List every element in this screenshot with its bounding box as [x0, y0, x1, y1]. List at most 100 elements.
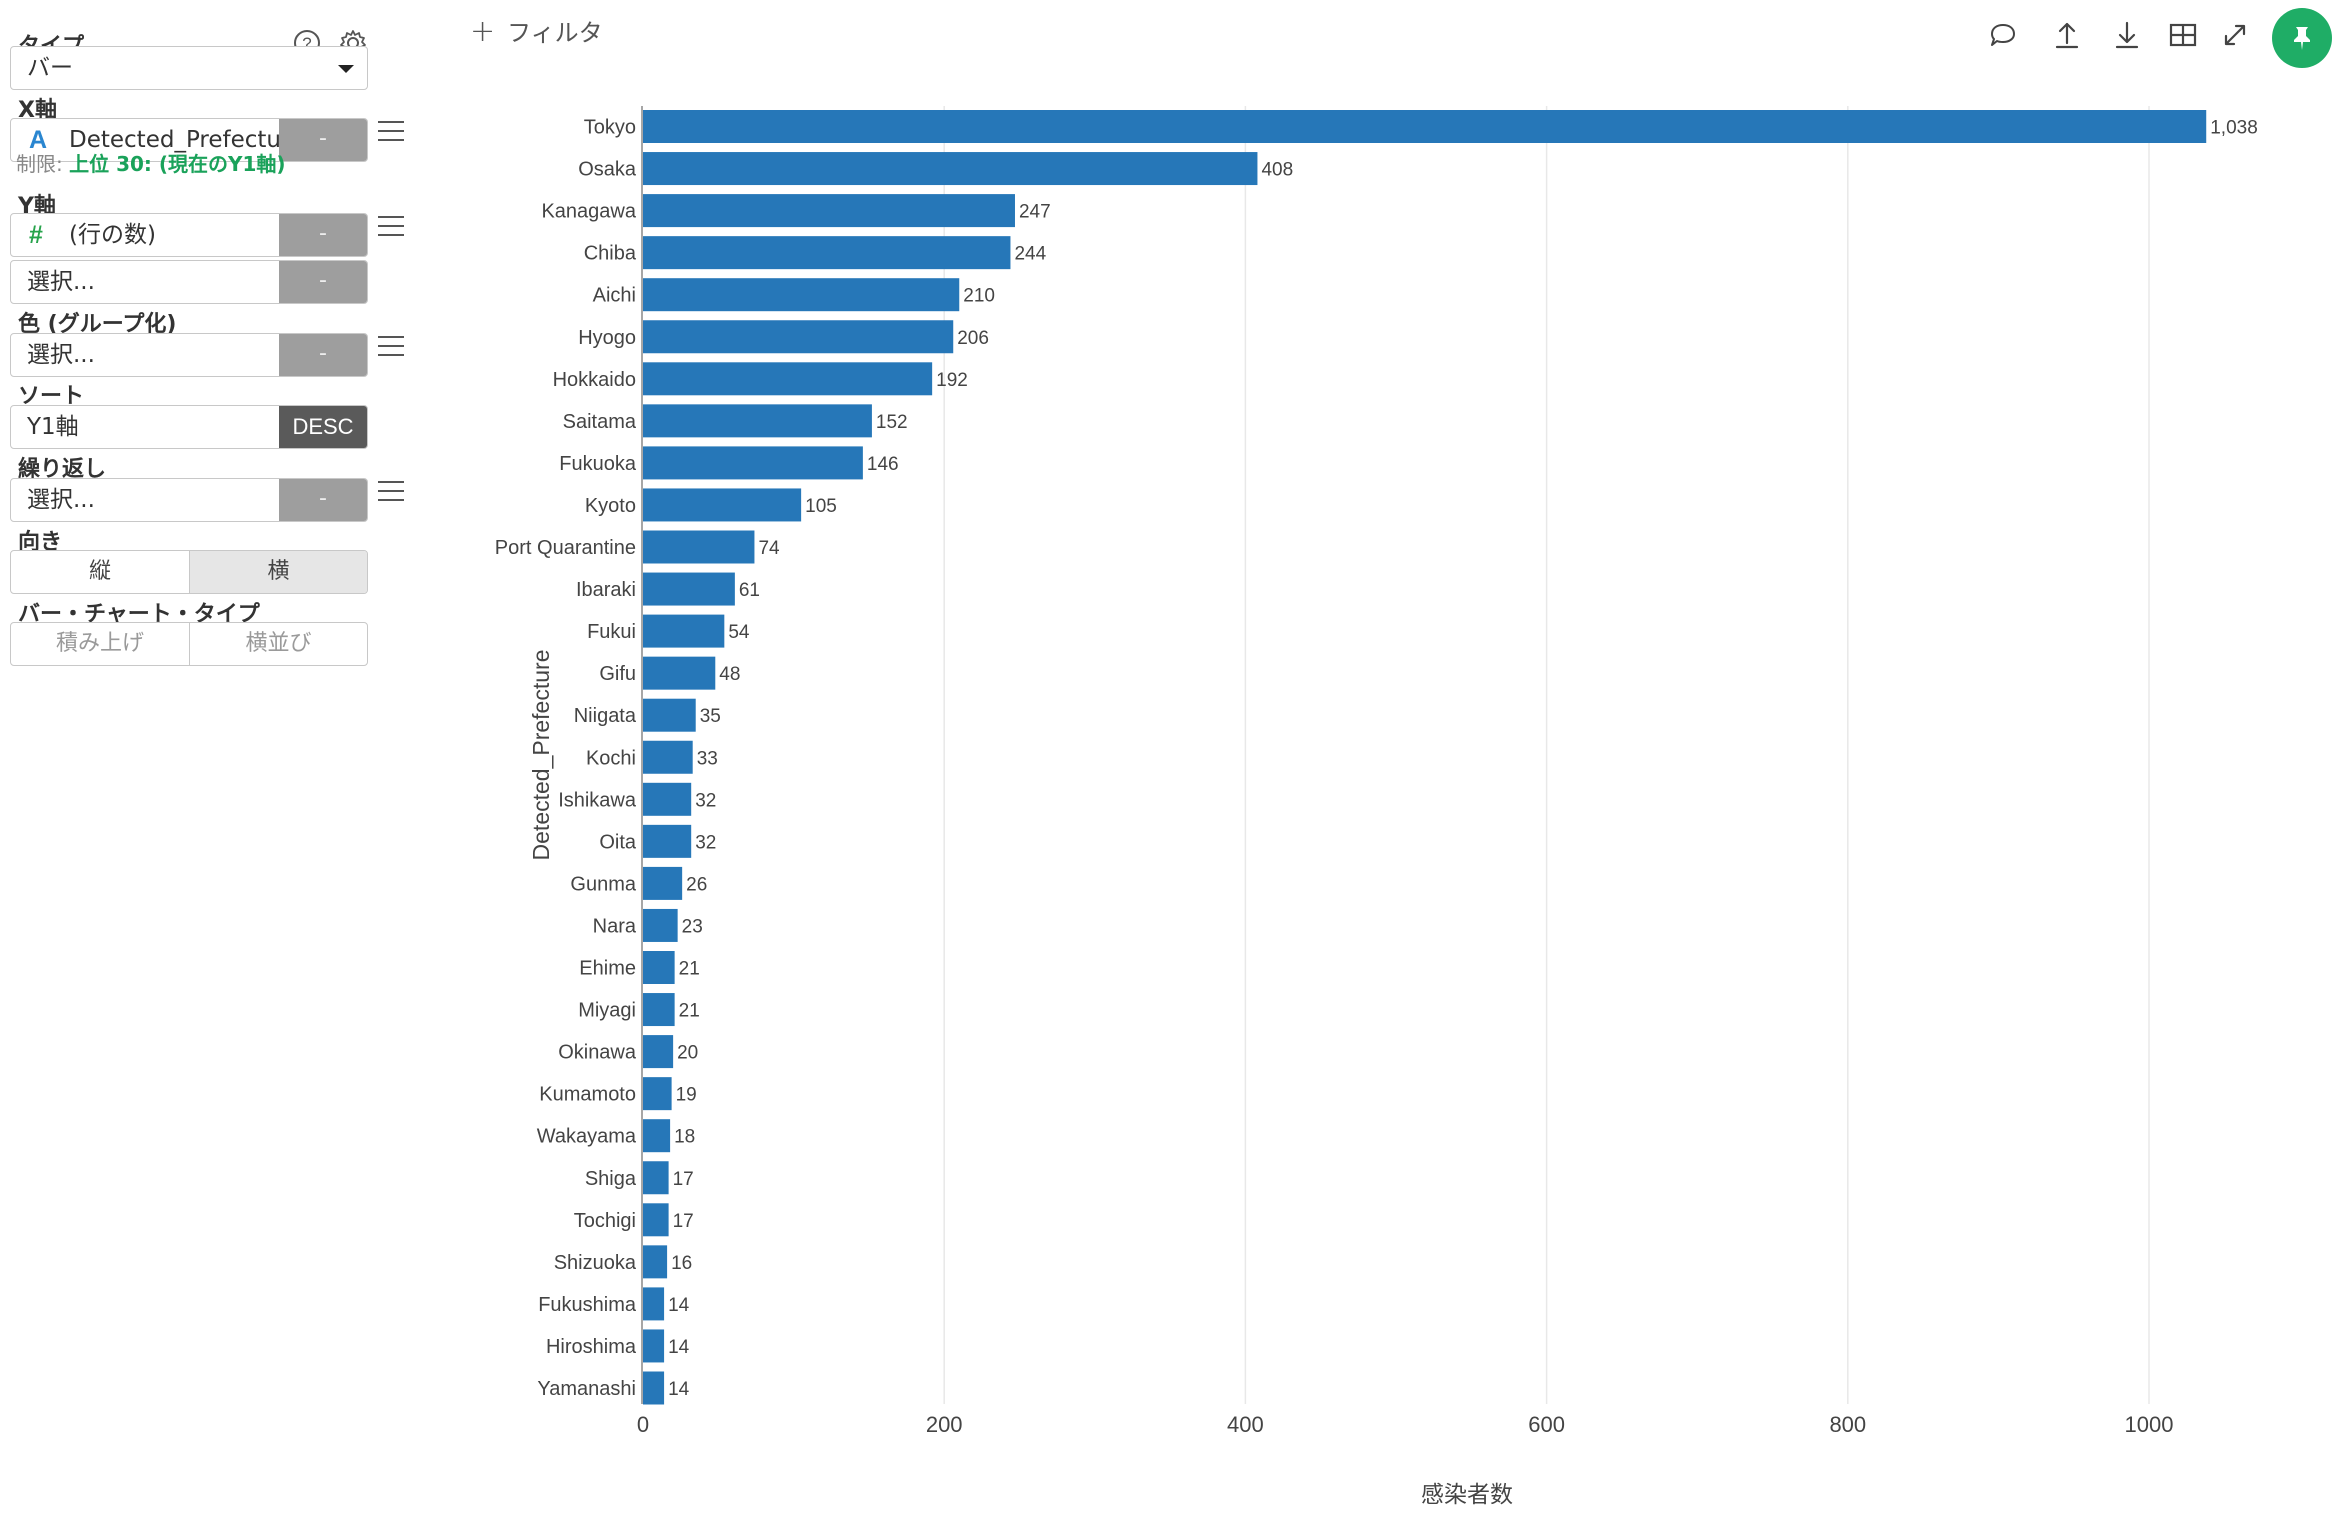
download-icon[interactable]	[2110, 18, 2144, 52]
bar[interactable]	[643, 1245, 668, 1279]
category-label: Kanagawa	[541, 201, 636, 223]
value-label: 18	[674, 1127, 695, 1148]
bar[interactable]	[643, 152, 1258, 186]
value-label: 146	[867, 454, 899, 475]
value-label: 26	[686, 874, 707, 895]
y-axis-field-value: (行の数)	[69, 222, 156, 248]
bar[interactable]	[643, 656, 716, 690]
category-label: Shiga	[585, 1168, 637, 1190]
chart-config-panel: タイプ ? バー X軸 A Detected_Prefectur - 制限: 上…	[0, 0, 420, 1518]
bar[interactable]	[643, 1371, 665, 1405]
pin-button[interactable]	[2272, 8, 2332, 68]
color-group-label: 色 (グループ化)	[18, 312, 177, 337]
category-label: Shizuoka	[554, 1252, 637, 1274]
value-label: 408	[1261, 160, 1293, 181]
x-axis-remove-button[interactable]: -	[279, 119, 367, 161]
value-label: 35	[700, 706, 721, 727]
value-label: 21	[679, 1001, 700, 1022]
value-label: 33	[697, 748, 718, 769]
y2-axis-field[interactable]: 選択... -	[10, 260, 368, 304]
bar[interactable]	[643, 908, 678, 942]
bar[interactable]	[643, 110, 2207, 143]
add-filter-button[interactable]: + フィルタ	[470, 12, 603, 52]
x-tick-label: 1000	[2125, 1412, 2174, 1437]
y-axis-field[interactable]: # (行の数) -	[10, 213, 368, 257]
bar[interactable]	[643, 404, 872, 438]
bar[interactable]	[643, 1287, 665, 1321]
bar[interactable]	[643, 1203, 669, 1237]
limit-prefix: 制限:	[16, 152, 63, 176]
bar[interactable]	[643, 740, 693, 774]
bar[interactable]	[643, 614, 725, 648]
bar[interactable]	[643, 866, 683, 900]
bar[interactable]	[643, 698, 696, 732]
category-label: Fukuoka	[559, 453, 637, 475]
x-axis-field-value: Detected_Prefectur	[69, 127, 291, 153]
table-icon[interactable]	[2166, 18, 2200, 52]
color-group-field[interactable]: 選択... -	[10, 333, 368, 377]
value-label: 14	[668, 1379, 690, 1400]
category-label: Oita	[599, 831, 637, 853]
bar[interactable]	[643, 488, 802, 522]
bar[interactable]	[643, 194, 1015, 228]
bar[interactable]	[643, 993, 675, 1027]
y2-axis-remove-button[interactable]: -	[279, 261, 367, 303]
bar[interactable]	[643, 951, 675, 984]
value-label: 17	[673, 1169, 694, 1190]
x-tick-label: 800	[1829, 1412, 1866, 1437]
text-type-icon: A	[29, 126, 48, 154]
sort-order-button[interactable]: DESC	[279, 406, 367, 448]
x-axis-menu-icon[interactable]	[378, 121, 404, 143]
sort-label: ソート	[18, 384, 85, 409]
bar[interactable]	[643, 320, 954, 354]
bar[interactable]	[643, 1035, 674, 1069]
category-label: Yamanashi	[537, 1378, 636, 1400]
bar[interactable]	[643, 530, 755, 564]
bar[interactable]	[643, 824, 692, 858]
category-label: Fukui	[587, 621, 636, 643]
limit-note: 制限: 上位 30: (現在のY1軸)	[16, 148, 286, 177]
orientation-vertical-option[interactable]: 縦	[88, 559, 111, 584]
chart-type-select[interactable]: バー	[10, 46, 368, 90]
bar[interactable]	[643, 362, 933, 396]
bar[interactable]	[643, 1329, 665, 1363]
bar[interactable]	[643, 782, 692, 816]
expand-icon[interactable]	[2218, 18, 2252, 52]
category-label: Wakayama	[537, 1126, 637, 1148]
repeat-menu-icon[interactable]	[378, 481, 404, 503]
value-label: 21	[679, 959, 700, 980]
y-axis-menu-icon[interactable]	[378, 216, 404, 238]
comment-icon[interactable]	[1986, 18, 2020, 52]
orientation-horizontal-option[interactable]: 横	[189, 551, 367, 593]
value-label: 105	[805, 496, 837, 517]
bar[interactable]	[643, 572, 735, 606]
color-group-menu-icon[interactable]	[378, 336, 404, 358]
value-label: 1,038	[2210, 118, 2258, 139]
color-group-remove-button[interactable]: -	[279, 334, 367, 376]
bar-type-side-by-side-option[interactable]: 横並び	[189, 623, 367, 665]
sort-field[interactable]: Y1軸 DESC	[10, 405, 368, 449]
value-label: 192	[936, 370, 968, 391]
bar[interactable]	[643, 1077, 672, 1111]
limit-link[interactable]: 上位 30: (現在のY1軸)	[69, 152, 286, 176]
category-label: Fukushima	[538, 1294, 637, 1316]
repeat-remove-button[interactable]: -	[279, 479, 367, 521]
bar[interactable]	[643, 1119, 671, 1153]
category-label: Hiroshima	[546, 1336, 637, 1358]
upload-icon[interactable]	[2050, 18, 2084, 52]
bar[interactable]	[643, 236, 1011, 270]
chart-type-value: バー	[27, 55, 73, 81]
bar[interactable]	[643, 278, 960, 312]
bar-type-stacked-option[interactable]: 積み上げ	[55, 631, 144, 656]
value-label: 74	[758, 538, 780, 559]
bar[interactable]	[643, 446, 863, 480]
value-label: 152	[876, 412, 908, 433]
repeat-field[interactable]: 選択... -	[10, 478, 368, 522]
bar[interactable]	[643, 1161, 669, 1195]
filter-label: フィルタ	[507, 19, 603, 47]
y-axis-remove-button[interactable]: -	[279, 214, 367, 256]
value-label: 23	[682, 916, 703, 937]
category-label: Kyoto	[585, 495, 636, 517]
x-axis-field[interactable]: A Detected_Prefectur -	[10, 118, 368, 162]
category-label: Tokyo	[584, 117, 636, 139]
